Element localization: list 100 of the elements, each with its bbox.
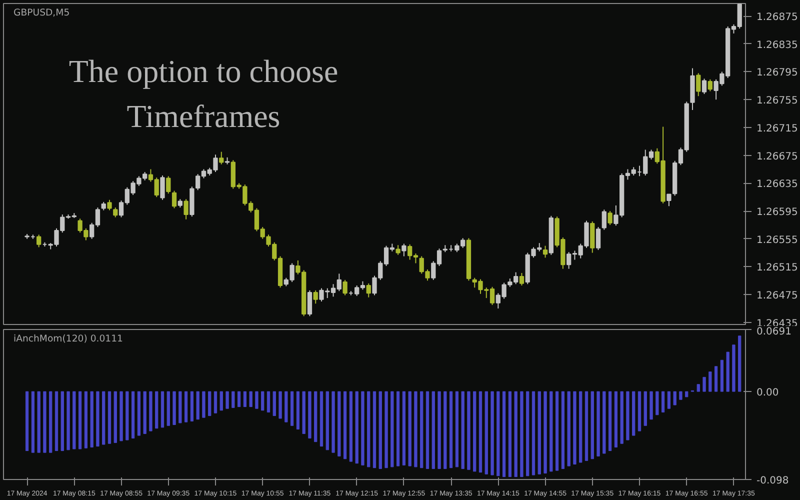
y-tick-label: 0.0691 [756, 326, 792, 338]
bar [172, 391, 176, 425]
bar [49, 391, 52, 453]
candlestick [519, 272, 524, 286]
candlestick [708, 78, 712, 92]
bar [738, 336, 742, 392]
bar [343, 391, 347, 460]
bar [484, 391, 488, 474]
bar [538, 391, 541, 474]
candlestick [184, 198, 188, 220]
bar [384, 391, 388, 468]
bar [467, 391, 470, 470]
candlestick [596, 226, 601, 250]
bar [43, 391, 46, 453]
bar [685, 391, 688, 398]
candlestick [107, 199, 112, 211]
bar [332, 391, 335, 453]
bar [390, 391, 394, 468]
bar [226, 391, 229, 409]
bar [37, 391, 40, 453]
bar [490, 391, 494, 476]
bar [444, 391, 447, 469]
bar [190, 391, 194, 422]
bar [696, 384, 700, 392]
bar [272, 391, 276, 416]
candlestick [113, 207, 118, 218]
bar [432, 391, 435, 469]
bar [120, 391, 123, 442]
bar [608, 391, 612, 452]
y-tick-label: 1.26715 [756, 123, 798, 134]
bar [496, 391, 500, 476]
bar [60, 391, 64, 452]
bar [614, 391, 618, 448]
y-tick-label: 1.26475 [756, 290, 798, 302]
bar [361, 391, 364, 466]
bar [656, 391, 659, 416]
bar [255, 391, 258, 409]
bar [520, 391, 524, 478]
bar [567, 391, 570, 466]
bar [732, 344, 736, 392]
bar [673, 391, 676, 406]
bar [555, 391, 559, 471]
bar [78, 391, 82, 450]
text: iAnchMom(120) 0.0111 [14, 334, 124, 344]
candlestick [396, 244, 400, 256]
bar [661, 391, 665, 412]
bar [326, 391, 329, 450]
y-tick-label: 1.26635 [756, 179, 798, 190]
bar [202, 391, 206, 418]
candlestick [542, 245, 548, 258]
bar [302, 391, 306, 434]
text: GBPUSD,M5 [14, 8, 70, 18]
bar [544, 391, 547, 474]
bar [66, 391, 70, 450]
bar [426, 391, 430, 469]
bar [561, 391, 565, 469]
y-tick-label: 1.26755 [756, 96, 798, 107]
candlestick [696, 72, 701, 97]
bar [455, 391, 459, 468]
candlestick [402, 243, 406, 257]
bar [579, 391, 582, 463]
bar [314, 391, 318, 442]
bar [378, 391, 382, 469]
bar [149, 391, 152, 432]
candlestick [608, 210, 612, 226]
bar [396, 391, 400, 466]
bar [349, 391, 353, 462]
bar [208, 391, 212, 416]
bar [726, 352, 730, 392]
bar [243, 391, 247, 408]
bar [160, 391, 164, 428]
bar [126, 391, 129, 440]
bar [155, 391, 158, 429]
bar [166, 391, 170, 426]
y-tick-label: 1.26875 [756, 12, 798, 24]
candlestick [166, 176, 171, 194]
bar [702, 376, 706, 392]
bar [720, 360, 724, 392]
bar [550, 391, 553, 472]
bar [266, 391, 270, 412]
bar [602, 391, 606, 454]
candlestick [702, 78, 707, 95]
bar [626, 391, 630, 440]
bar [196, 391, 200, 420]
bar [284, 391, 288, 422]
bar [596, 391, 600, 456]
bar [278, 391, 282, 419]
y-tick-label: 1.26835 [756, 40, 798, 51]
annotation: The option to choose Timeframes [68, 53, 338, 134]
bar [714, 366, 718, 392]
bar [508, 391, 512, 478]
candlestick [602, 209, 606, 230]
bar [143, 391, 146, 434]
bar [708, 372, 712, 392]
bar [338, 391, 341, 456]
bar [532, 391, 536, 476]
bar [573, 391, 576, 464]
y-tick-label: 1.26515 [756, 262, 798, 274]
y-tick-label: 1.26555 [756, 234, 798, 246]
bar [638, 391, 642, 432]
